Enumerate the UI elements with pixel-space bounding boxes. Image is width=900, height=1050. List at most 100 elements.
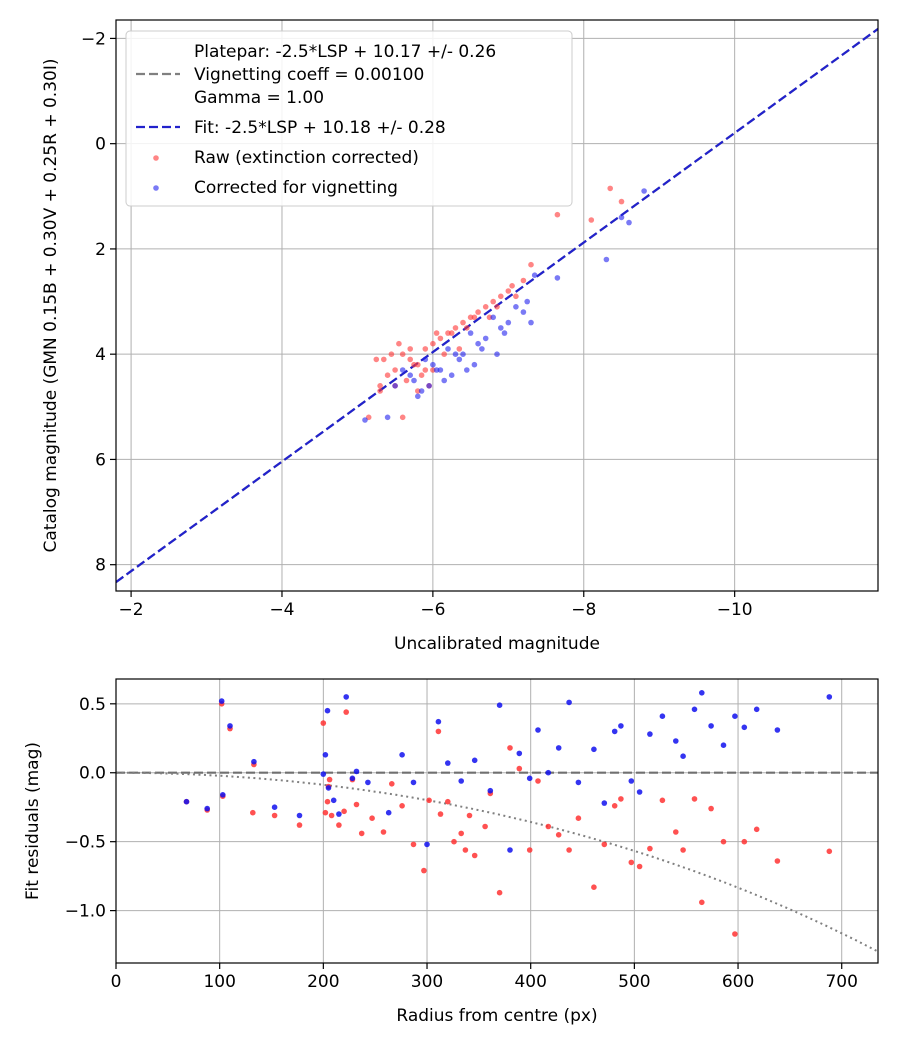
raw-point: [418, 372, 425, 379]
x-tick-label: 500: [618, 972, 650, 992]
corrected-point: [411, 377, 417, 384]
raw-point: [555, 832, 562, 838]
corrected-point: [487, 787, 494, 794]
y-tick-label: −0.5: [65, 833, 106, 853]
magnitude-calibration-chart: −2 −4 −6 −8 −10 −2 0 2 4 6 8 Uncalibrated magnitude…: [41, 19, 879, 654]
raw-point: [388, 351, 395, 358]
corrected-point: [324, 707, 331, 714]
corrected-point: [415, 393, 421, 400]
raw-point: [475, 309, 481, 315]
plot-area: [116, 28, 878, 583]
raw-point: [460, 319, 466, 326]
legend-raw-swatch: [153, 155, 159, 161]
raw-point: [509, 283, 515, 289]
raw-point: [336, 822, 342, 828]
raw-point: [426, 797, 432, 804]
raw-point: [507, 745, 513, 751]
y-tick-label: 2: [95, 240, 106, 260]
raw-point: [410, 841, 417, 848]
y-tick-label: 0.5: [79, 695, 106, 715]
corrected-point: [490, 314, 497, 321]
x-tick-label: 300: [411, 972, 443, 992]
y-tick-label: −2: [81, 29, 106, 49]
corrected-point: [422, 356, 429, 363]
legend-platepar-label: Gamma = 1.00: [194, 88, 324, 108]
corrected-point: [424, 841, 430, 848]
corrected-point: [501, 330, 508, 336]
corrected-point: [528, 319, 534, 326]
plot-area: [116, 690, 878, 953]
axes-frame: [115, 19, 879, 592]
corrected-series: [362, 188, 647, 423]
corrected-point: [204, 805, 210, 812]
corrected-point: [418, 388, 425, 394]
x-tick-label: 600: [722, 972, 754, 992]
raw-point: [392, 367, 398, 373]
corrected-point: [452, 351, 459, 358]
y-axis-label: Catalog magnitude (GMN 0.15B + 0.30V + 0…: [41, 59, 61, 553]
raw-point: [516, 765, 523, 772]
raw-point: [741, 838, 748, 845]
raw-point: [384, 372, 391, 379]
raw-point: [437, 811, 444, 817]
corrected-point: [741, 724, 748, 731]
corrected-point: [498, 325, 504, 331]
raw-point: [591, 884, 597, 890]
corrected-point: [720, 742, 727, 748]
raw-point: [328, 812, 335, 819]
corrected-point: [322, 752, 329, 758]
raw-point: [403, 377, 410, 384]
raw-point: [774, 858, 781, 864]
corrected-point: [456, 356, 463, 363]
raw-point: [458, 830, 465, 837]
raw-point: [482, 823, 488, 830]
y-tick-label: 8: [95, 556, 106, 576]
raw-point: [673, 829, 679, 835]
raw-point: [618, 796, 624, 802]
corrected-series: [183, 690, 833, 853]
corrected-point: [496, 702, 503, 708]
raw-point: [494, 304, 500, 310]
x-tick-label: 400: [514, 972, 546, 992]
x-tick-label: −8: [571, 600, 596, 620]
corrected-point: [659, 713, 666, 719]
raw-point: [343, 709, 350, 715]
corrected-point: [482, 335, 489, 342]
raw-point: [433, 330, 440, 336]
raw-point: [437, 335, 444, 342]
raw-point: [407, 346, 414, 352]
legend-platepar-label: Platepar: -2.5*LSP + 10.17 +/- 0.26: [194, 42, 496, 62]
corrected-point: [505, 319, 512, 326]
corrected-point: [513, 304, 519, 310]
raw-point: [358, 830, 365, 837]
raw-point: [399, 414, 406, 421]
raw-point: [407, 356, 414, 363]
x-axis-label: Radius from centre (px): [396, 1006, 597, 1026]
grid: [115, 679, 878, 963]
raw-point: [421, 867, 427, 874]
raw-point: [422, 346, 429, 352]
corrected-point: [628, 778, 635, 784]
raw-point: [471, 852, 478, 859]
raw-point: [566, 847, 572, 853]
corrected-point: [296, 812, 303, 819]
raw-point: [326, 776, 333, 783]
corrected-point: [218, 698, 225, 704]
raw-point: [471, 314, 478, 321]
corrected-point: [430, 361, 436, 368]
raw-point: [411, 361, 417, 368]
corrected-point: [441, 377, 448, 384]
corrected-point: [353, 768, 360, 775]
raw-series: [183, 701, 833, 937]
raw-point: [826, 848, 833, 855]
corrected-point: [531, 272, 538, 279]
corrected-point: [603, 256, 610, 263]
corrected-point: [325, 785, 332, 791]
corrected-point: [385, 809, 392, 816]
raw-point: [464, 325, 470, 331]
x-tick-label: −2: [119, 600, 144, 620]
raw-point: [520, 277, 527, 284]
x-tick-label: −4: [269, 600, 294, 620]
raw-point: [628, 859, 635, 866]
raw-point: [380, 829, 387, 835]
